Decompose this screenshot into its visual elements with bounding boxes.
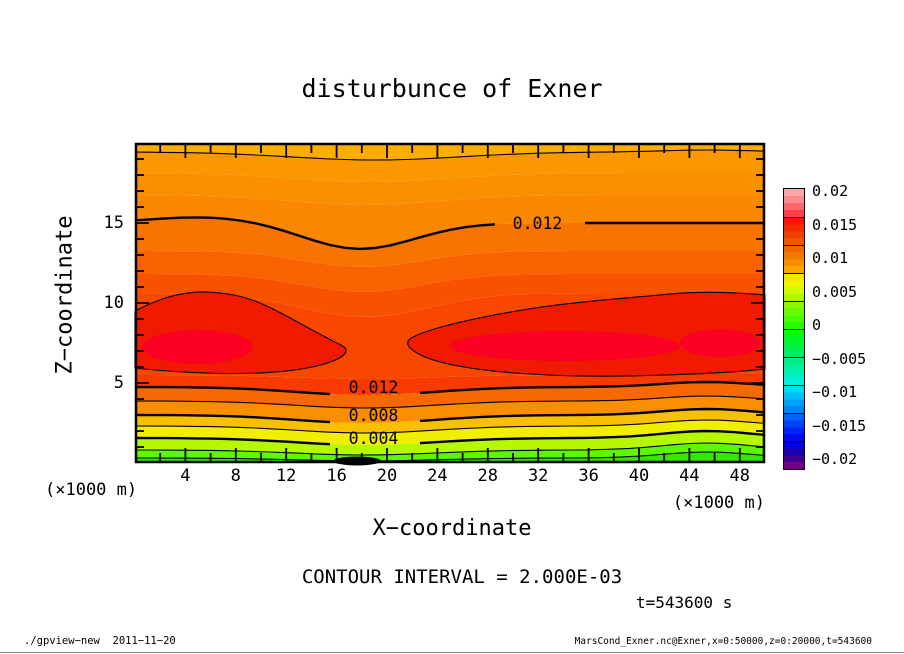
plot-frame-and-ticks	[134, 142, 766, 464]
x-tick-label: 16	[326, 466, 347, 486]
colorbar	[783, 188, 805, 470]
colorbar-block	[784, 357, 804, 385]
colorbar-label: −0.015	[812, 416, 867, 435]
x-tick-label: 24	[427, 466, 448, 486]
contour-interval-note: CONTOUR INTERVAL = 2.000E-03	[301, 566, 623, 588]
colorbar-label: 0.02	[812, 182, 849, 200]
contour-line-label: 0.004	[349, 429, 399, 448]
x-tick-label: 32	[527, 466, 549, 486]
colorbar-block	[784, 189, 804, 217]
chart-title: disturbunce of Exner	[301, 74, 603, 103]
z-tick-label: 5	[113, 373, 124, 393]
footer-command: ./gpview−new 2011−11−20	[24, 635, 176, 647]
footer-source: MarsCond_Exner.nc@Exner,x=0:50000,z=0:20…	[574, 636, 872, 647]
x-tick-label: 28	[477, 466, 499, 486]
contour-lines: 0.012 0.012 0.008 0.004	[134, 149, 766, 462]
colorbar-block	[784, 217, 804, 245]
colorbar-block	[784, 273, 804, 301]
x-tick-label: 20	[376, 466, 398, 486]
x-tick-label: 48	[729, 466, 751, 486]
colorbar-label: 0.005	[812, 282, 858, 301]
x-tick-label: 8	[230, 466, 241, 486]
colorbar-block	[784, 301, 804, 329]
x-tick-label: 36	[578, 466, 599, 486]
colorbar-label: −0.005	[812, 349, 867, 368]
z-tick-label: 10	[103, 293, 124, 313]
contour-plot: 0.012 0.012 0.008 0.004	[134, 142, 766, 466]
contour-line-label: 0.008	[349, 406, 399, 425]
contour-line-label: 0.012	[513, 214, 563, 233]
z-axis-label: Z−coordinate	[52, 215, 78, 375]
colorbar-block	[784, 385, 804, 413]
time-stamp: t=543600 s	[636, 593, 733, 612]
x-tick-label: 12	[275, 466, 297, 486]
x-tick-label: 40	[628, 466, 650, 486]
colorbar-block	[784, 413, 804, 441]
colorbar-block	[784, 245, 804, 273]
x-axis-unit: (×1000 m)	[672, 493, 765, 513]
window-bottom-rule	[0, 652, 904, 653]
x-tick-label: 44	[679, 466, 700, 486]
contour-line-label: 0.012	[349, 378, 399, 397]
colorbar-label: 0	[812, 316, 822, 334]
z-tick-label: 15	[103, 213, 124, 233]
colorbar-block	[784, 441, 804, 469]
colorbar-label: −0.01	[812, 383, 858, 401]
x-tick-label: 4	[180, 466, 191, 486]
colorbar-label: 0.015	[812, 215, 858, 234]
contour-lobes	[134, 291, 766, 466]
colorbar-label: −0.02	[812, 450, 858, 468]
colorbar-label: 0.01	[812, 249, 849, 267]
x-axis-label: X−coordinate	[372, 516, 532, 541]
colorbar-block	[784, 329, 804, 357]
z-axis-unit: (×1000 m)	[45, 480, 138, 500]
